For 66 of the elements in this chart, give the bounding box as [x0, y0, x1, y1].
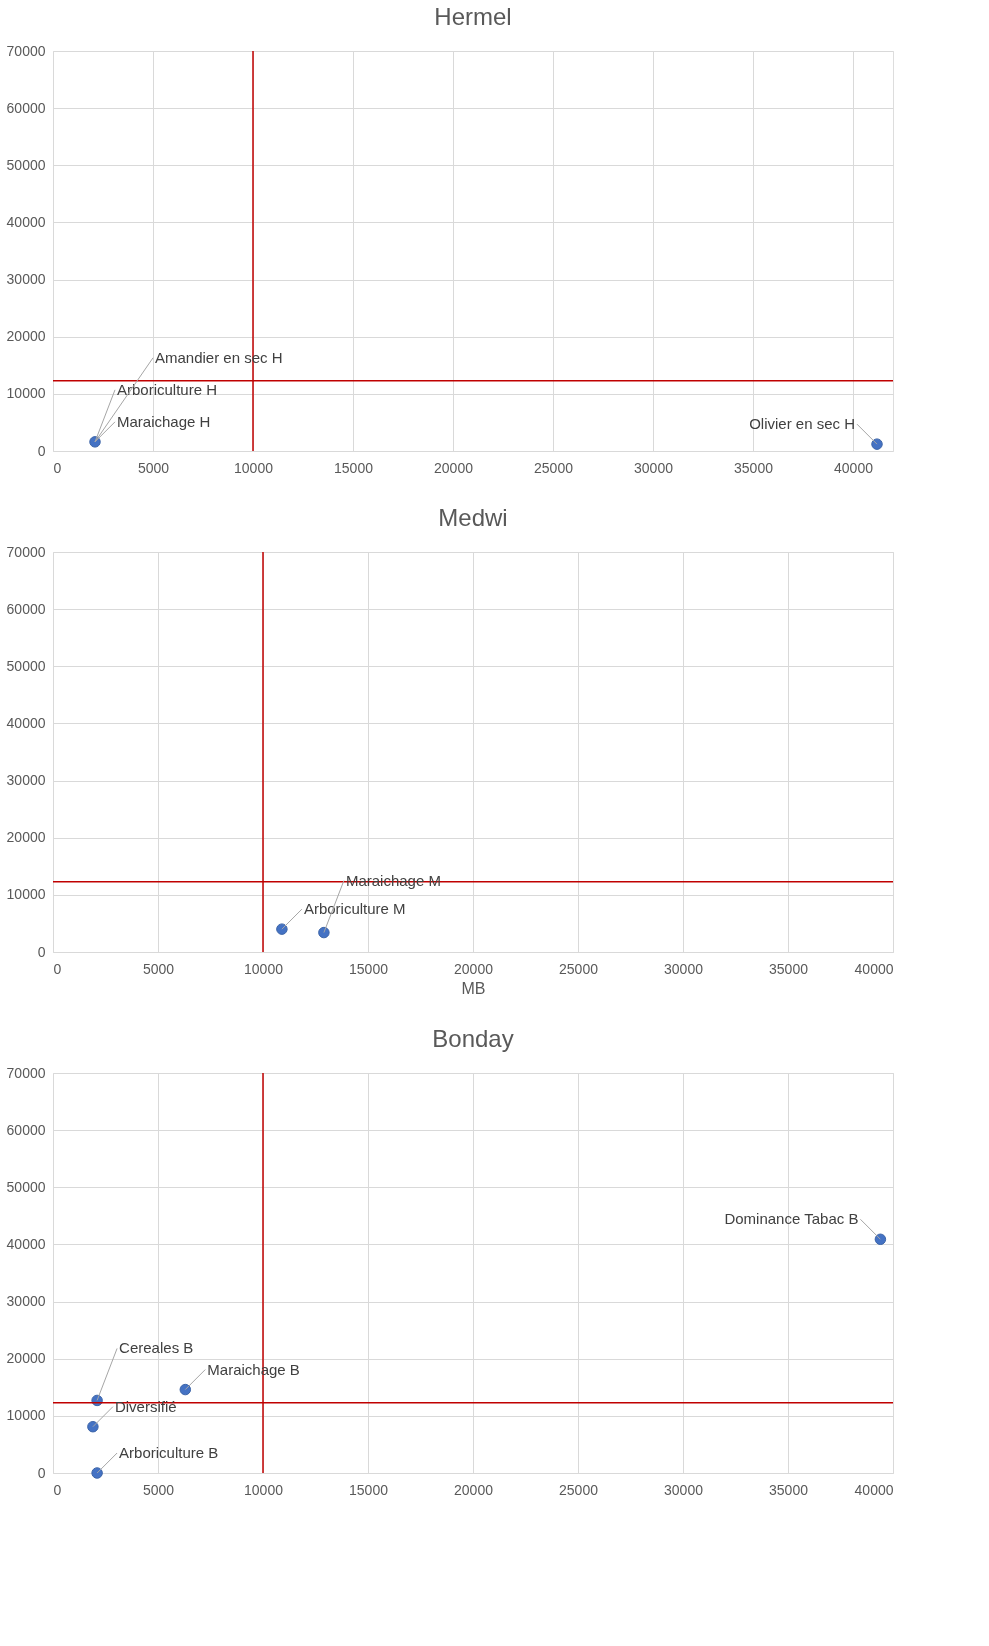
y-tick-label: 0: [37, 943, 46, 960]
y-tick-label: 60000: [6, 600, 46, 617]
annotation: Dominance Tabac B: [724, 1210, 859, 1228]
y-tick-label: 10000: [6, 1407, 46, 1424]
annotation: Maraichage H: [117, 412, 211, 430]
point: [91, 1467, 103, 1479]
x-tick-label: 35000: [734, 459, 774, 476]
y-tick-label: 30000: [6, 772, 46, 789]
x-tick-label: 20000: [454, 960, 494, 977]
y-tick-label: 10000: [6, 886, 46, 903]
y-tick-label: 20000: [6, 1350, 46, 1367]
y-tick-label: 40000: [6, 714, 46, 731]
x-tick-label: 20000: [454, 1481, 494, 1498]
x-tick-label: 35000: [769, 960, 809, 977]
x-tick-label: 25000: [559, 1481, 599, 1498]
chart-title: Medwi: [438, 504, 508, 531]
y-tick-label: 0: [37, 1464, 46, 1481]
x-tick-label: 40000: [854, 1481, 894, 1498]
x-tick-label: 40000: [854, 960, 894, 977]
x-tick-label: 0: [53, 960, 62, 977]
y-tick-label: 20000: [6, 829, 46, 846]
y-tick-label: 70000: [6, 543, 46, 560]
y-tick-label: 60000: [6, 1121, 46, 1138]
annotation: Arboriculture B: [119, 1444, 219, 1461]
x-tick-label: 10000: [244, 1481, 284, 1498]
x-tick-label: 15000: [349, 1481, 389, 1498]
x-tick-label: 0: [53, 459, 62, 476]
annotation: Arboriculture H: [117, 380, 218, 398]
x-tick-label: 0: [53, 1481, 62, 1498]
x-tick-label: 20000: [434, 459, 474, 476]
y-tick-label: 20000: [6, 328, 46, 345]
x-tick-label: 5000: [142, 1481, 175, 1498]
y-tick-label: 50000: [6, 156, 46, 173]
y-tick-label: 70000: [6, 1064, 46, 1081]
x-tick-label: 10000: [234, 459, 274, 476]
x-tick-label: 5000: [142, 960, 175, 977]
y-tick-label: 10000: [6, 385, 46, 402]
chart-title: Bonday: [432, 1025, 514, 1052]
y-tick-label: 30000: [6, 271, 46, 288]
y-tick-label: 40000: [6, 213, 46, 230]
y-tick-label: 40000: [6, 1235, 46, 1252]
y-tick-label: 30000: [6, 1293, 46, 1310]
x-tick-label: 40000: [834, 459, 874, 476]
y-tick-label: 60000: [6, 99, 46, 116]
x-tick-label: 15000: [334, 459, 374, 476]
x-tick-label: 30000: [664, 1481, 704, 1498]
x-tick-label: 10000: [244, 960, 284, 977]
annotation: Olivier en sec H: [749, 415, 855, 433]
y-tick-label: 50000: [6, 1178, 46, 1195]
x-tick-label: 15000: [349, 960, 389, 977]
point: [87, 1420, 99, 1433]
annotation: Cereales B: [119, 1339, 194, 1357]
point: [874, 1233, 887, 1246]
x-tick-label: 25000: [534, 459, 574, 476]
y-tick-label: 70000: [6, 42, 46, 59]
x-tick-label: 5000: [137, 459, 170, 476]
y-tick-label: 0: [37, 442, 46, 459]
x-tick-label: 35000: [769, 1481, 809, 1498]
x-tick-label: 30000: [664, 960, 704, 977]
x-tick-label: 25000: [559, 960, 599, 977]
y-tick-label: 50000: [6, 657, 46, 674]
annotation: Arboriculture M: [303, 900, 406, 918]
chart-title: Hermel: [434, 3, 512, 30]
x-tick-label: 30000: [634, 459, 674, 476]
x-axis-title: MB: [461, 979, 486, 997]
point: [179, 1383, 192, 1396]
